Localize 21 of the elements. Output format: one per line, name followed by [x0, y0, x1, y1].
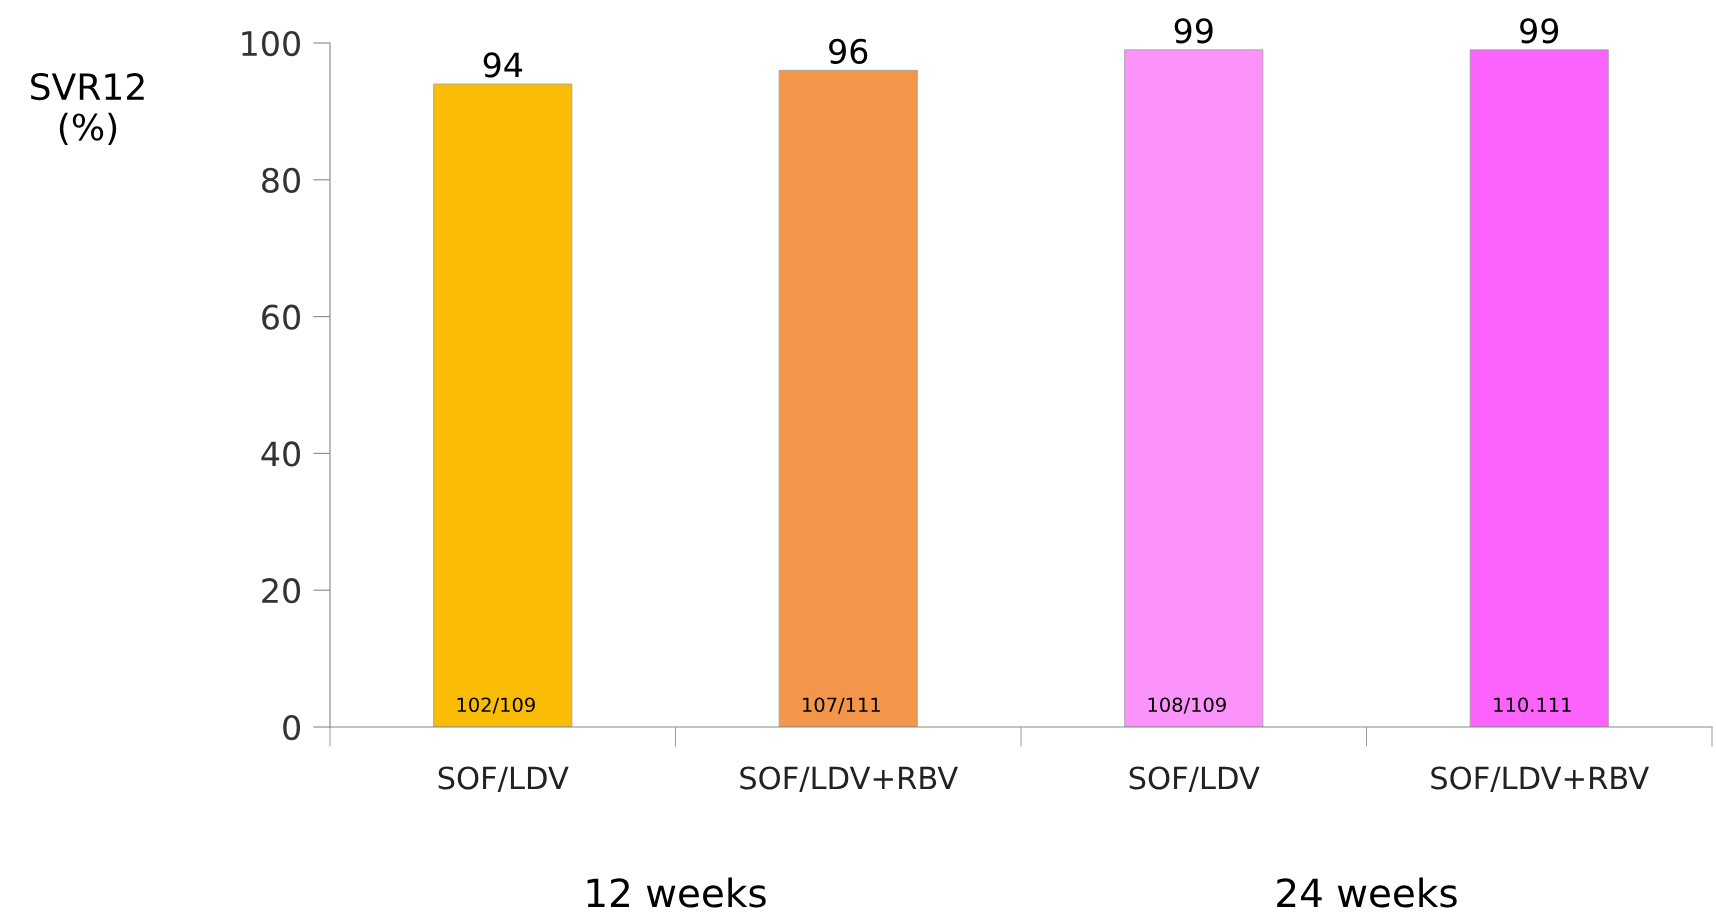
x-tick-label: SOF/LDV — [1129, 766, 1260, 792]
annotation: 108/109 — [1148, 697, 1226, 714]
data-label: 94 — [483, 52, 523, 78]
text: 24 weeks — [1277, 877, 1457, 908]
y-axis-title: SVR12 (%) — [31, 72, 144, 145]
annotation: 110.111 — [1494, 697, 1571, 713]
data-label: 99 — [1520, 18, 1559, 44]
y-tick-label: 80 — [262, 167, 301, 193]
y-tick-label: 60 — [262, 304, 301, 330]
annotation: 102/109 — [457, 697, 535, 714]
y-tick-label: 40 — [261, 441, 301, 467]
data-label: 96 — [829, 38, 868, 64]
data-label: 99 — [1174, 18, 1213, 44]
x-tick-label: SOF/LDV+RBV — [1431, 766, 1649, 792]
annotation: 107/111 — [803, 697, 880, 714]
text: 12 weeks — [587, 877, 766, 908]
y-tick-label: 20 — [262, 578, 301, 604]
x-tick-label: SOF/LDV+RBV — [740, 766, 958, 792]
y-tick-label: 100 — [242, 30, 301, 57]
x-tick-label: SOF/LDV — [438, 766, 569, 792]
y-tick-label: 0 — [283, 714, 301, 741]
